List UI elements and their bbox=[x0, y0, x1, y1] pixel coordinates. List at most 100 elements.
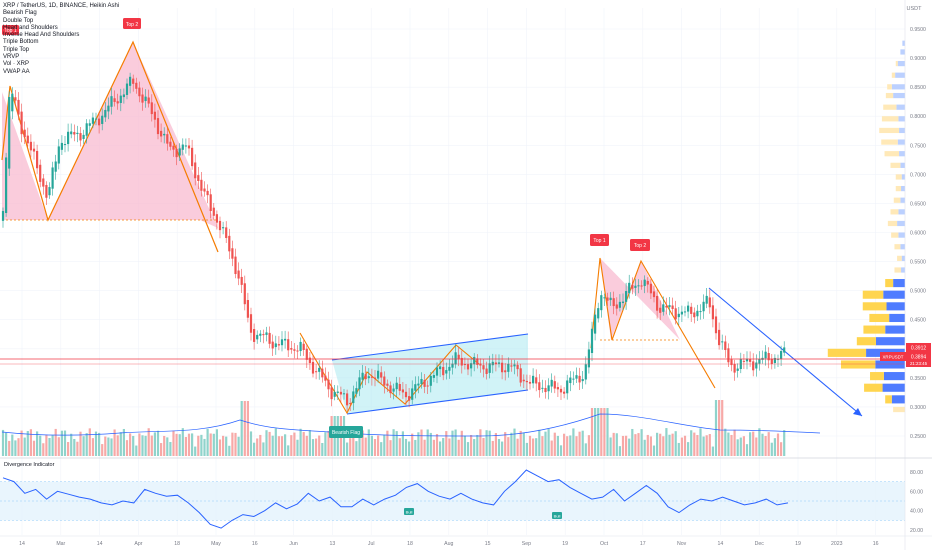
y-tick-label: 0.6500 bbox=[910, 201, 926, 207]
candle-body bbox=[535, 377, 538, 384]
x-tick-label: 14 bbox=[97, 541, 103, 547]
volume-bar bbox=[129, 433, 132, 456]
volume-bar bbox=[733, 429, 736, 456]
volume-bar bbox=[364, 437, 367, 456]
candle-body bbox=[590, 328, 594, 354]
candle-body bbox=[135, 82, 138, 89]
candle-body bbox=[70, 131, 73, 135]
indicator-bearish-flag[interactable]: Bearish Flag bbox=[3, 10, 37, 17]
volume-bar bbox=[318, 435, 321, 456]
osc-tick-label: 80.00 bbox=[910, 470, 923, 476]
volume-bar bbox=[215, 429, 218, 456]
candle-body bbox=[160, 130, 163, 137]
candle-body bbox=[513, 364, 516, 367]
volume-bar bbox=[156, 430, 160, 456]
candle-body bbox=[497, 362, 501, 364]
volume-bar bbox=[776, 433, 780, 456]
indicator-volume[interactable]: Vol · XRP bbox=[3, 61, 30, 68]
y-tick-label: 0.9500 bbox=[910, 27, 926, 33]
vrvp-up bbox=[898, 209, 905, 215]
candle-body bbox=[439, 366, 442, 370]
candle-body bbox=[132, 78, 135, 84]
candle-body bbox=[290, 348, 293, 350]
volume-bar bbox=[271, 435, 274, 456]
candle-body bbox=[234, 256, 237, 275]
x-tick-label: Jun bbox=[289, 541, 297, 547]
vrvp-up bbox=[901, 174, 905, 180]
volume-bar bbox=[259, 434, 262, 456]
candle-body bbox=[572, 378, 575, 380]
vrvp-down bbox=[885, 279, 894, 288]
vrvp-down bbox=[895, 174, 902, 180]
candle-body bbox=[14, 97, 17, 101]
candle-body bbox=[277, 344, 280, 346]
volume-bar bbox=[17, 438, 20, 456]
volume-bar bbox=[380, 442, 383, 456]
vrvp-up bbox=[885, 325, 905, 334]
candle-body bbox=[73, 132, 76, 135]
indicator-head-shoulders[interactable]: Head and Shoulders bbox=[3, 24, 58, 31]
volume-bar bbox=[54, 428, 57, 456]
volume-bar bbox=[147, 428, 150, 456]
volume-bar bbox=[708, 434, 711, 456]
candle-body bbox=[352, 391, 355, 404]
candle-body bbox=[48, 187, 51, 196]
volume-bar bbox=[510, 432, 513, 456]
channel-upper bbox=[331, 333, 529, 361]
volume-bar bbox=[544, 431, 547, 456]
candle-body bbox=[265, 332, 268, 335]
candle-body bbox=[705, 295, 708, 304]
indicator-triple-bottom[interactable]: Triple Bottom bbox=[3, 39, 39, 46]
volume-bar bbox=[91, 438, 94, 456]
candle-body bbox=[20, 111, 23, 135]
candle-body bbox=[423, 379, 426, 387]
x-tick-label: 14 bbox=[718, 541, 724, 547]
candle-body bbox=[318, 367, 321, 372]
candle-body bbox=[448, 366, 451, 371]
volume-bar bbox=[411, 433, 414, 456]
candle-body bbox=[215, 214, 218, 223]
candle-body bbox=[153, 111, 156, 120]
volume-bar bbox=[485, 430, 488, 456]
symbol-title: XRP / TetherUS, 1D, BINANCE, Heikin Ashi bbox=[3, 3, 120, 9]
x-tick-label: 18 bbox=[407, 541, 413, 547]
candle-body bbox=[473, 356, 476, 365]
volume-bar bbox=[253, 442, 256, 456]
label-top1-left: Top 1 bbox=[2, 25, 19, 35]
candle-body bbox=[39, 164, 42, 182]
volume-bar bbox=[714, 400, 718, 456]
volume-bar bbox=[163, 435, 166, 456]
indicator-vrvp[interactable]: VRVP bbox=[3, 54, 20, 61]
candle-body bbox=[721, 341, 724, 343]
candle-body bbox=[392, 388, 395, 392]
vrvp-up bbox=[900, 49, 905, 55]
svg-text:Top 2: Top 2 bbox=[126, 22, 138, 28]
candle-body bbox=[346, 393, 349, 406]
volume-bar bbox=[284, 434, 287, 456]
vrvp-up bbox=[882, 383, 905, 392]
candle-body bbox=[429, 375, 432, 386]
indicator-double-top[interactable]: Double Top bbox=[3, 17, 34, 24]
candle-body bbox=[333, 391, 336, 397]
indicator-triple-top[interactable]: Triple Top bbox=[3, 46, 30, 53]
volume-bar bbox=[367, 429, 370, 456]
candle-body bbox=[181, 144, 184, 150]
volume-bar bbox=[460, 430, 463, 456]
candle-body bbox=[268, 332, 271, 344]
indicator-inverse-head-shoulders[interactable]: Inverse Head And Shoulders bbox=[3, 32, 80, 39]
candle-body bbox=[342, 393, 346, 395]
candle-body bbox=[79, 133, 82, 141]
candle-body bbox=[730, 359, 733, 366]
indicator-vwap[interactable]: VWAP AA bbox=[3, 68, 30, 75]
candle-body bbox=[783, 347, 786, 353]
volume-bar bbox=[389, 440, 392, 456]
candle-body bbox=[578, 375, 581, 383]
candle-body bbox=[94, 118, 98, 120]
vrvp-down bbox=[887, 84, 892, 90]
volume-bar bbox=[184, 436, 187, 456]
volume-bar bbox=[293, 432, 296, 456]
volume-bar bbox=[745, 444, 749, 456]
vrvp-up bbox=[875, 337, 905, 346]
candle-body bbox=[764, 351, 767, 359]
